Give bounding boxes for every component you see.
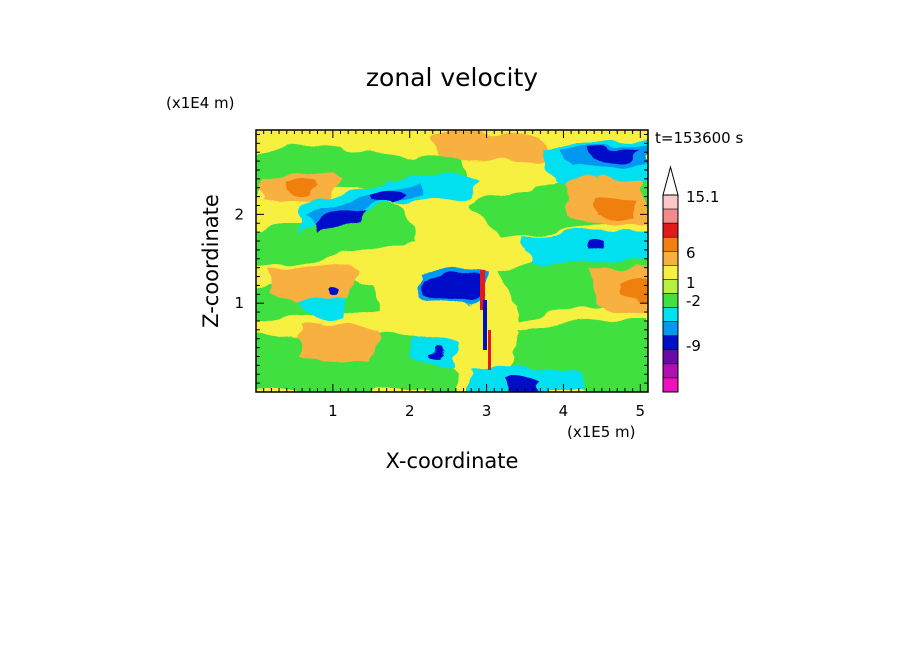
y-tick-label: 2 [234, 205, 244, 223]
field-region-cyan-right-mid [520, 231, 648, 265]
field-region-dark-blue-upper-center [370, 191, 405, 205]
colorbar-swatch [662, 194, 679, 210]
field-region-dark-blue-center [422, 273, 485, 299]
x-unit-label: (x1E5 m) [567, 423, 636, 441]
field-region-dark-blue-top-right [590, 145, 640, 161]
colorbar-swatch [662, 363, 679, 379]
colorbar-label: -9 [686, 337, 701, 355]
field-region-dark-blue-left [328, 284, 342, 295]
field-region-dark-blue-bottom [505, 375, 540, 392]
x-tick-label: 1 [328, 402, 338, 420]
field-region-orange-left-mid [270, 265, 360, 302]
chart-title: zonal velocity [366, 63, 538, 92]
colorbar-swatch [662, 251, 679, 266]
plot-frame [255, 129, 649, 393]
field-region-dark-blue-upper-left [315, 208, 365, 232]
colorbar-swatch [662, 279, 679, 294]
colorbar-label: -2 [686, 292, 701, 310]
colorbar-swatch [662, 349, 679, 365]
x-tick-labels: 1 2 3 4 5 [328, 402, 645, 420]
y-axis-label: Z-coordinate [199, 194, 223, 328]
y-tick-labels: 12 [234, 205, 244, 312]
field-feature-blue-vertical [483, 300, 487, 350]
colorbar [662, 165, 679, 393]
colorbar-extend-arrow [662, 165, 679, 196]
field-region-cyan-left-mid [300, 296, 350, 320]
y-tick-label: 1 [234, 294, 244, 312]
colorbar-label: 6 [686, 244, 696, 262]
contour-field [256, 130, 648, 392]
y-unit-label: (x1E4 m) [166, 94, 235, 112]
colorbar-swatch [662, 377, 679, 393]
x-tick-label: 5 [636, 402, 646, 420]
colorbar-label: 15.1 [686, 188, 719, 206]
field-region-dark-orange-right [595, 196, 635, 220]
field-region-dark-orange-lower-right [620, 277, 648, 301]
colorbar-swatch [662, 335, 679, 351]
field-region-dark-blue-lower [430, 348, 448, 358]
colorbar-swatch [662, 222, 679, 238]
x-tick-label: 4 [559, 402, 569, 420]
field-region-orange-lower-left [300, 325, 380, 362]
field-feature-red-vertical-left [480, 270, 485, 310]
field-region-dark-orange-upper-left [285, 179, 318, 197]
field-region-orange-top-center [430, 130, 550, 163]
colorbar-swatch [662, 265, 679, 280]
colorbar-swatch [662, 208, 679, 224]
colorbar-swatch [662, 293, 679, 308]
colorbar-frame [662, 194, 679, 393]
colorbar-label: 1 [686, 274, 696, 292]
field-region-green-band-left [256, 205, 420, 269]
colorbar-labels: 15.1 6 1-2 -9 [686, 188, 719, 355]
field-feature-red-vertical-right [488, 330, 491, 370]
x-tick-label: 2 [405, 402, 415, 420]
colorbar-swatch [662, 236, 679, 252]
colorbar-swatch [662, 321, 679, 336]
colorbar-swatch [662, 307, 679, 322]
field-region-dark-blue-right [590, 238, 608, 248]
axis-ticks [255, 130, 649, 393]
x-axis-label: X-coordinate [386, 449, 519, 473]
time-label: t=153600 s [655, 129, 743, 147]
x-tick-label: 3 [482, 402, 492, 420]
